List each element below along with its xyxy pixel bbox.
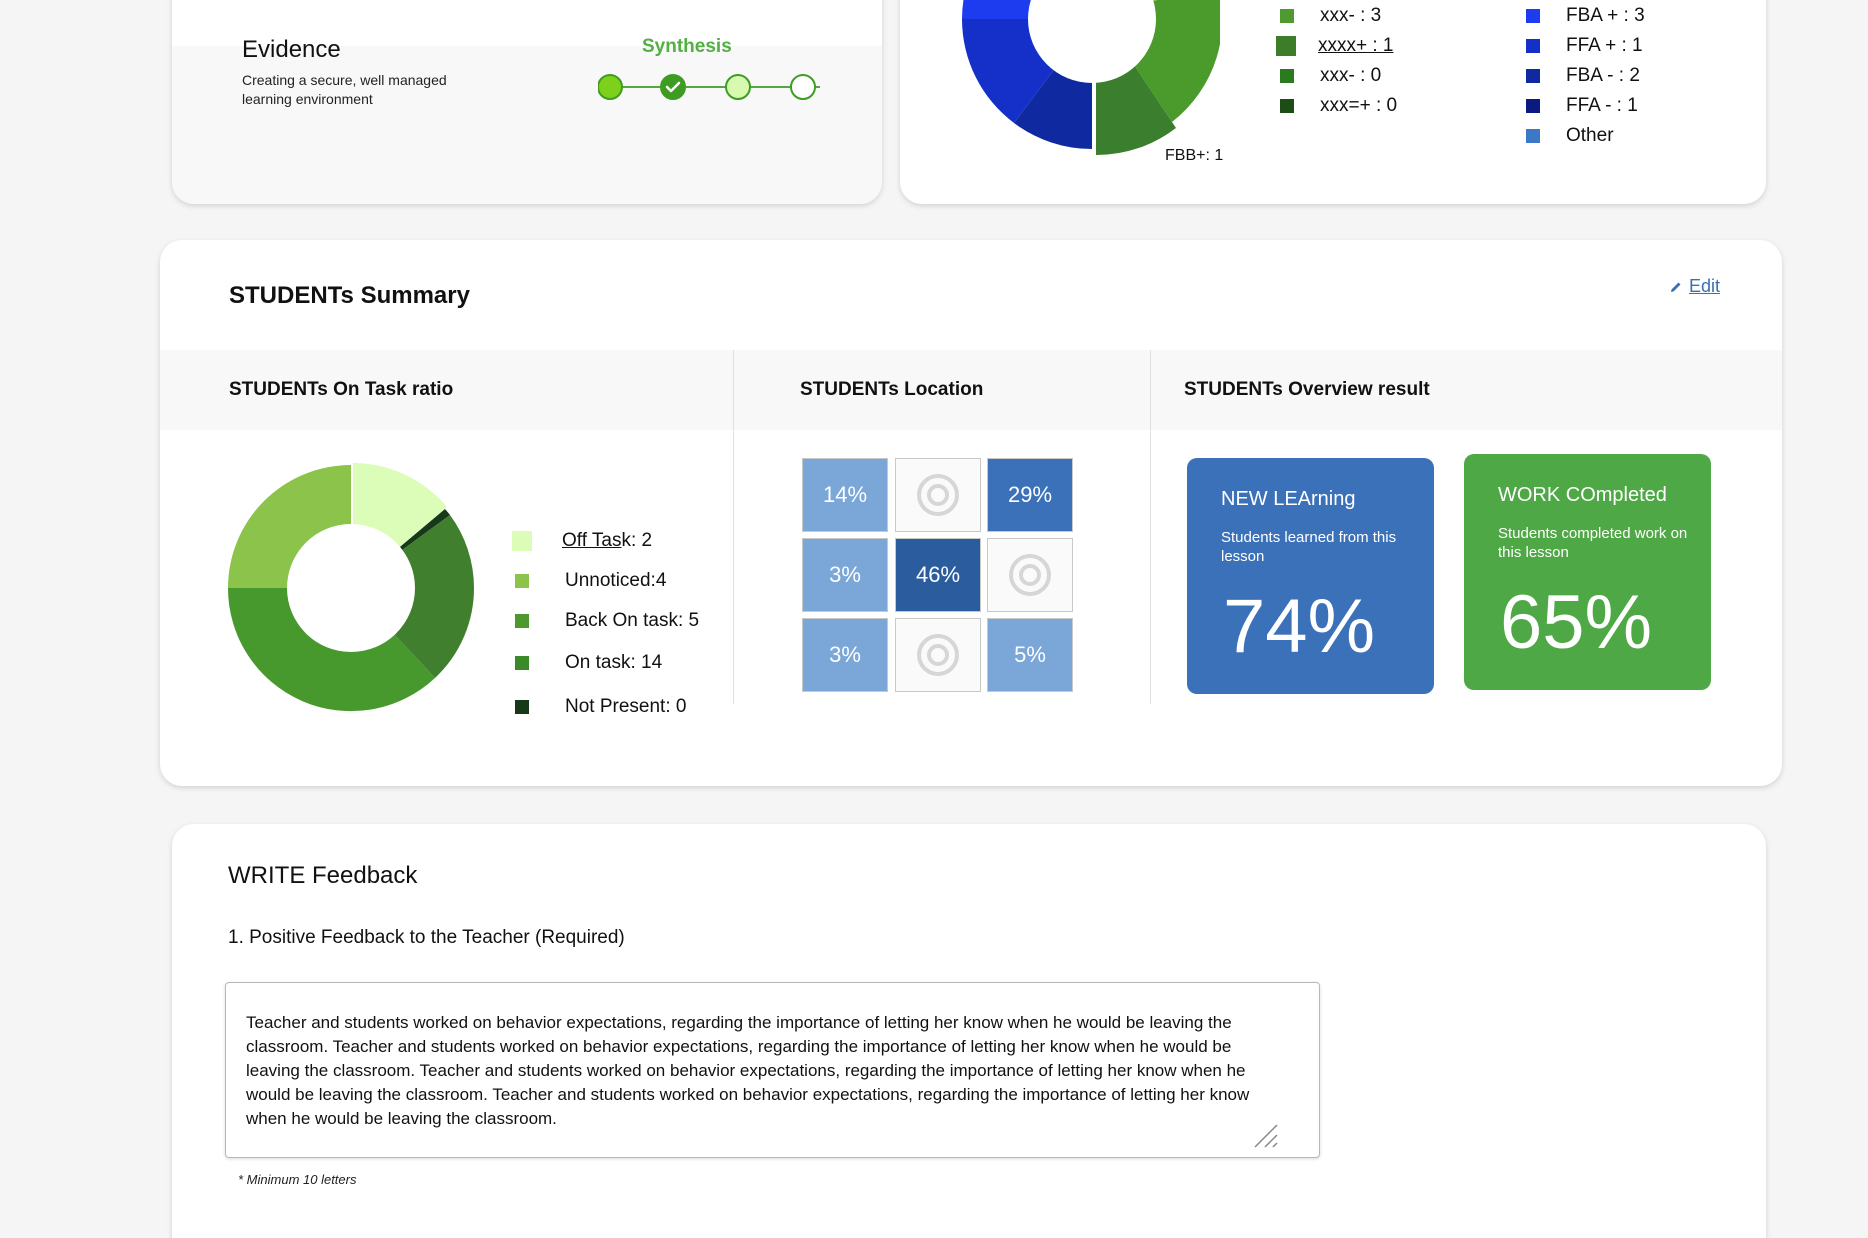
location-cell-empty[interactable] (895, 618, 981, 692)
new-learning-desc: Students learned from this lesson (1221, 529, 1397, 565)
legend-swatch (1280, 99, 1294, 113)
slice-label: FBB+: 1 (1165, 147, 1224, 164)
overview-header: STUDENTs Overview result (1151, 350, 1782, 430)
legend-swatch (515, 656, 529, 670)
target-icon (917, 474, 959, 516)
on-task-header: STUDENTs On Task ratio (160, 350, 733, 430)
legend-item: FFA + : 1 (1526, 35, 1643, 57)
legend-item: FFA - : 1 (1526, 95, 1638, 117)
evidence-panel (172, 46, 882, 204)
legend-swatch (515, 574, 529, 588)
location-cell[interactable]: 46% (895, 538, 981, 612)
location-cell-empty[interactable] (987, 538, 1073, 612)
legend-item: xxx=+ : 0 (1280, 95, 1397, 117)
legend-swatch (512, 531, 532, 551)
work-completed-title: WORK COmpleted (1498, 484, 1667, 506)
legend-item-unnoticed: Unnoticed:4 (515, 570, 666, 592)
legend-swatch (1526, 9, 1540, 23)
write-feedback-card: WRITE Feedback 1. Positive Feedback to t… (172, 824, 1766, 1238)
legend-swatch (1526, 69, 1540, 83)
work-completed-card: WORK COmpleted Students completed work o… (1464, 454, 1711, 690)
legend-item: xxx- : 3 (1280, 5, 1381, 27)
edit-link[interactable]: Edit (1669, 276, 1720, 297)
evidence-title: Evidence (242, 36, 341, 63)
step-2-checked (660, 74, 686, 100)
summary-title: STUDENTs Summary (229, 282, 470, 309)
new-learning-value: 74% (1223, 584, 1376, 669)
location-cell[interactable]: 29% (987, 458, 1073, 532)
column-divider (1150, 350, 1151, 704)
feedback-donut (962, 0, 1220, 156)
work-completed-value: 65% (1500, 580, 1653, 665)
question-label: 1. Positive Feedback to the Teacher (Req… (228, 927, 625, 948)
legend-item: Other (1526, 125, 1614, 147)
legend-swatch (1526, 129, 1540, 143)
legend-item-not-present: Not Present: 0 (515, 696, 686, 718)
column-divider (733, 350, 734, 704)
legend-swatch (1276, 36, 1296, 56)
location-cell-empty[interactable] (895, 458, 981, 532)
location-cell[interactable]: 3% (802, 618, 888, 692)
legend-item: FBA + : 3 (1526, 5, 1645, 27)
location-cell[interactable]: 14% (802, 458, 888, 532)
write-feedback-title: WRITE Feedback (228, 862, 418, 889)
legend-swatch (1280, 69, 1294, 83)
legend-swatch (515, 700, 529, 714)
feedback-text[interactable]: Teacher and students worked on behavior … (246, 1013, 1250, 1128)
edit-label: Edit (1688, 276, 1720, 296)
location-cell[interactable]: 5% (987, 618, 1073, 692)
resize-handle-icon[interactable] (1251, 1121, 1281, 1151)
location-header: STUDENTs Location (734, 350, 1150, 430)
new-learning-title: NEW LEArning (1221, 488, 1356, 510)
feedback-chart-card: FBB+: 1 xxx- : 3 xxxx+ : 1 xxx- : 0 xxx=… (900, 0, 1766, 204)
location-cell[interactable]: 3% (802, 538, 888, 612)
slice-fbb-plus (1096, 53, 1176, 156)
new-learning-card: NEW LEArning Students learned from this … (1187, 458, 1434, 694)
evidence-step-label: Synthesis (642, 36, 732, 57)
work-completed-desc: Students completed work on this lesson (1498, 525, 1688, 561)
check-icon (665, 81, 681, 93)
slice-on-task (227, 588, 435, 712)
legend-swatch (1526, 99, 1540, 113)
positive-feedback-textarea[interactable]: Teacher and students worked on behavior … (225, 982, 1320, 1158)
target-icon (917, 634, 959, 676)
pencil-icon (1670, 282, 1681, 292)
evidence-card: Evidence Creating a secure, well managed… (172, 0, 882, 204)
legend-swatch (1526, 39, 1540, 53)
legend-item: FBA - : 2 (1526, 65, 1640, 87)
step-1 (598, 74, 623, 100)
legend-item-on-task: On task: 14 (515, 652, 662, 674)
students-summary-card: STUDENTs Summary Edit STUDENTs On Task r… (160, 240, 1782, 786)
evidence-description: Creating a secure, well managed learning… (242, 72, 447, 107)
step-4 (790, 74, 816, 100)
minimum-letters-note: * Minimum 10 letters (238, 1172, 357, 1187)
legend-swatch (1280, 9, 1294, 23)
legend-item-off-task[interactable]: Off Tas k: 2 (512, 530, 652, 552)
location-grid: 14% 29% 3% 46% 3% 5% (802, 458, 1078, 698)
legend-item: xxx- : 0 (1280, 65, 1381, 87)
legend-item-back-on-task: Back On task: 5 (515, 610, 699, 632)
step-3 (725, 74, 751, 100)
evidence-stepper (598, 74, 820, 100)
legend-item[interactable]: xxxx+ : 1 (1276, 35, 1394, 57)
legend-swatch (515, 614, 529, 628)
target-icon (1009, 554, 1051, 596)
on-task-donut (227, 463, 475, 712)
